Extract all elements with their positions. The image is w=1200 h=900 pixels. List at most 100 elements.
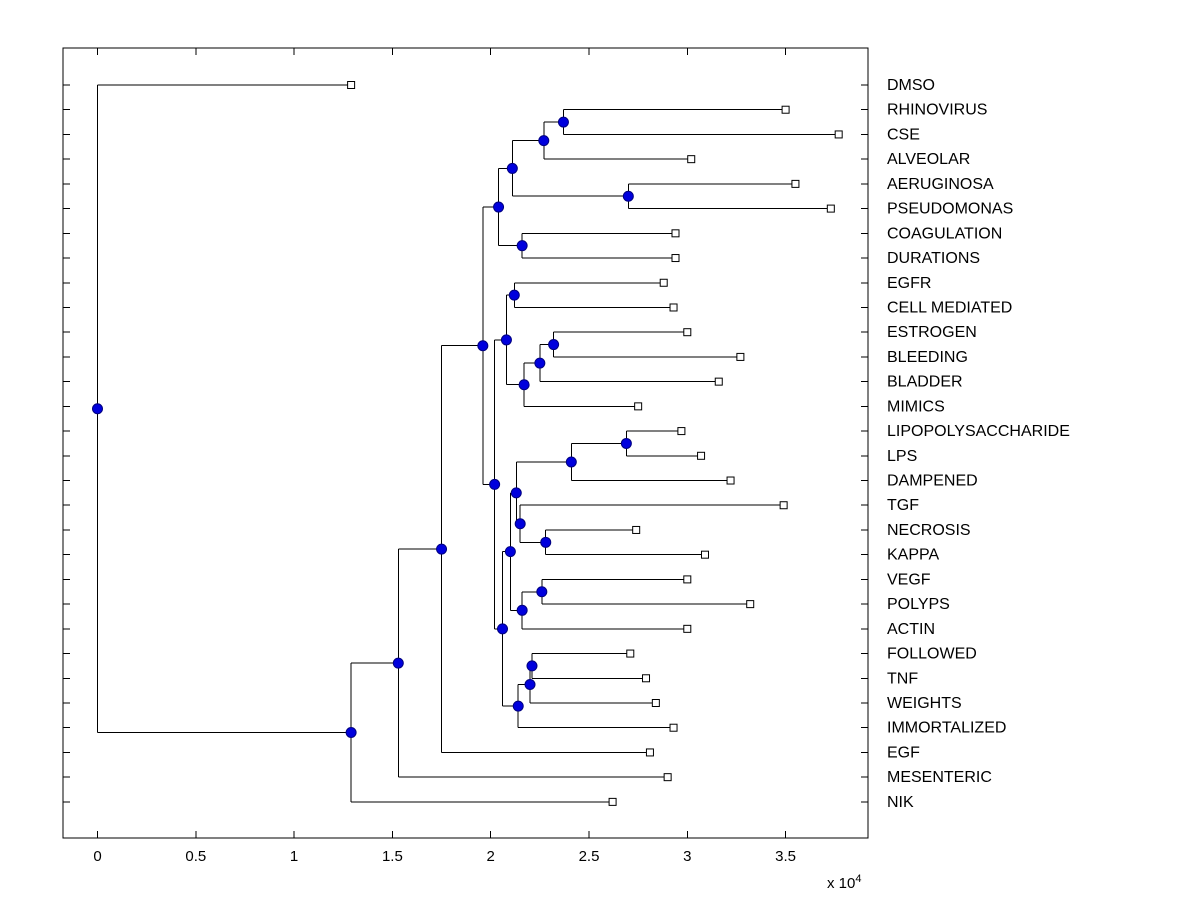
leaf-marker: [669, 303, 678, 312]
leaf-marker: [683, 575, 692, 584]
internal-node-marker: [557, 116, 569, 128]
internal-node-marker: [534, 357, 546, 369]
leaf-marker: [700, 550, 709, 559]
plot-box: [62, 47, 869, 839]
internal-node-marker: [345, 726, 357, 738]
leaf-marker: [634, 402, 643, 411]
internal-node-marker: [526, 660, 538, 672]
internal-node-marker: [493, 201, 505, 213]
leaf-label: POLYPS: [887, 596, 950, 613]
internal-node-marker: [514, 518, 526, 530]
internal-node-marker: [536, 586, 548, 598]
internal-node-marker: [506, 162, 518, 174]
x-tick-label: 3: [683, 848, 691, 865]
internal-node-marker: [496, 623, 508, 635]
leaf-marker: [779, 501, 788, 510]
internal-node-marker: [565, 456, 577, 468]
x-axis-multiplier-base: x 10: [827, 875, 856, 892]
leaf-label: DAMPENED: [887, 473, 978, 490]
leaf-label: COAGULATION: [887, 225, 1002, 242]
internal-node-marker: [508, 289, 520, 301]
leaf-marker: [645, 748, 654, 757]
internal-node-marker: [538, 135, 550, 147]
leaf-label: CELL MEDIATED: [887, 299, 1012, 316]
internal-node-marker: [500, 334, 512, 346]
leaf-marker: [677, 427, 686, 436]
leaf-label: MIMICS: [887, 398, 945, 415]
leaf-label: PSEUDOMONAS: [887, 201, 1013, 218]
internal-node-marker: [436, 543, 448, 555]
x-tick-label: 1: [290, 848, 298, 865]
leaf-marker: [347, 81, 356, 89]
leaf-label: MESENTERIC: [887, 769, 992, 786]
leaf-marker: [651, 699, 660, 707]
internal-node-marker: [524, 678, 536, 690]
leaf-label: FOLLOWED: [887, 646, 977, 663]
leaf-label: AERUGINOSA: [887, 176, 994, 193]
leaf-marker: [826, 204, 835, 213]
leaf-marker: [663, 773, 672, 782]
leaf-marker: [781, 105, 790, 114]
leaf-marker: [608, 797, 617, 806]
x-tick-label: 3.5: [775, 848, 796, 865]
leaf-label: BLADDER: [887, 374, 963, 391]
leaf-marker: [683, 624, 692, 633]
leaf-label: LIPOPOLYSACCHARIDE: [887, 423, 1070, 440]
x-axis-multiplier-exponent: 4: [855, 873, 862, 885]
leaf-label: WEIGHTS: [887, 695, 962, 712]
leaf-marker: [683, 328, 692, 337]
leaf-label: KAPPA: [887, 547, 940, 564]
internal-node-marker: [518, 379, 530, 391]
internal-node-marker: [92, 403, 103, 415]
leaf-label: BLEEDING: [887, 349, 968, 366]
leaf-marker: [632, 525, 641, 534]
internal-node-marker: [510, 487, 522, 499]
internal-node-marker: [540, 536, 552, 548]
leaf-marker: [626, 649, 635, 658]
leaf-label: TGF: [887, 497, 919, 514]
leaf-marker: [791, 179, 800, 188]
leaf-label: LPS: [887, 448, 917, 465]
leaf-marker: [714, 377, 723, 386]
leaf-label: RHINOVIRUS: [887, 102, 987, 119]
internal-node-marker: [392, 657, 404, 669]
leaf-marker: [659, 278, 668, 287]
internal-node-marker: [512, 700, 524, 712]
leaf-label: ACTIN: [887, 621, 935, 638]
leaf-marker: [642, 674, 651, 683]
leaf-label: ALVEOLAR: [887, 151, 970, 168]
internal-node-marker: [620, 437, 632, 449]
leaf-marker: [669, 723, 678, 732]
internal-node-marker: [516, 604, 528, 616]
internal-node-marker: [622, 190, 634, 202]
leaf-label: VEGF: [887, 571, 931, 588]
leaf-label: NECROSIS: [887, 522, 971, 539]
x-tick-label: 2.5: [579, 848, 600, 865]
x-tick-label: 0.5: [185, 848, 206, 865]
x-tick-label: 1.5: [382, 848, 403, 865]
x-axis-multiplier: x 104: [827, 873, 861, 892]
leaf-label: CSE: [887, 126, 920, 143]
internal-node-marker: [504, 546, 516, 558]
internal-node-marker: [477, 340, 489, 352]
leaf-label: EGFR: [887, 275, 931, 292]
internal-node-marker: [489, 478, 501, 490]
leaf-label: NIK: [887, 794, 914, 811]
internal-node-marker: [516, 240, 528, 252]
leaf-marker: [687, 155, 696, 164]
leaf-marker: [746, 600, 755, 609]
leaf-label: TNF: [887, 670, 918, 687]
leaf-label: EGF: [887, 744, 920, 761]
leaf-label: ESTROGEN: [887, 324, 977, 341]
leaf-marker: [726, 476, 735, 485]
leaf-marker: [697, 451, 706, 460]
leaf-label: IMMORTALIZED: [887, 720, 1006, 737]
leaf-marker: [834, 130, 843, 139]
leaf-label: DURATIONS: [887, 250, 980, 267]
leaf-marker: [736, 352, 745, 361]
x-tick-label: 2: [487, 848, 495, 865]
internal-node-marker: [548, 339, 560, 351]
leaf-marker: [671, 229, 680, 238]
